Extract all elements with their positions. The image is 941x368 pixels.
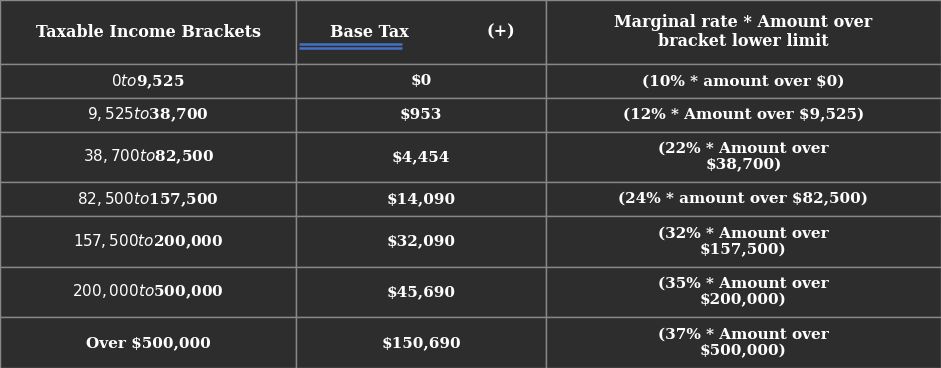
Text: (35% * Amount over
$200,000): (35% * Amount over $200,000): [658, 277, 829, 307]
Text: $0 to $9,525: $0 to $9,525: [111, 72, 185, 91]
Text: (22% * Amount over
$38,700): (22% * Amount over $38,700): [658, 142, 829, 172]
Bar: [546, 0, 941, 64]
Text: Taxable Income Brackets: Taxable Income Brackets: [36, 24, 261, 41]
Text: $45,690: $45,690: [387, 285, 455, 299]
Bar: [546, 267, 941, 317]
Text: $32,090: $32,090: [387, 234, 455, 248]
Text: $150,690: $150,690: [381, 336, 461, 350]
Text: $82,500 to $157,500: $82,500 to $157,500: [77, 190, 219, 209]
Text: Marginal rate * Amount over
bracket lower limit: Marginal rate * Amount over bracket lowe…: [614, 14, 872, 50]
Text: Over $500,000: Over $500,000: [86, 336, 211, 350]
Bar: [0, 64, 296, 98]
Text: $14,090: $14,090: [387, 192, 455, 206]
Bar: [0, 132, 296, 183]
Bar: [0, 98, 296, 132]
Bar: [0, 317, 296, 368]
Bar: [296, 317, 546, 368]
Bar: [546, 64, 941, 98]
Bar: [296, 267, 546, 317]
Text: (+): (+): [486, 24, 516, 41]
Bar: [296, 183, 546, 216]
Text: $953: $953: [400, 108, 442, 122]
Text: (12% * Amount over $9,525): (12% * Amount over $9,525): [623, 108, 864, 122]
Bar: [0, 267, 296, 317]
Text: (10% * amount over $0): (10% * amount over $0): [642, 74, 845, 88]
Text: Base Tax: Base Tax: [330, 24, 408, 41]
Bar: [0, 183, 296, 216]
Bar: [546, 317, 941, 368]
Text: (24% * amount over $82,500): (24% * amount over $82,500): [618, 192, 869, 206]
Bar: [296, 216, 546, 267]
Bar: [296, 98, 546, 132]
Text: $9,525 to $38,700: $9,525 to $38,700: [88, 106, 209, 124]
Bar: [546, 132, 941, 183]
Text: $4,454: $4,454: [391, 150, 451, 164]
Bar: [296, 64, 546, 98]
Text: $0: $0: [410, 74, 432, 88]
Text: $200,000 to $500,000: $200,000 to $500,000: [72, 283, 224, 301]
Bar: [0, 0, 296, 64]
Text: (32% * Amount over
$157,500): (32% * Amount over $157,500): [658, 226, 829, 257]
Bar: [546, 216, 941, 267]
Text: (37% * Amount over
$500,000): (37% * Amount over $500,000): [658, 328, 829, 358]
Bar: [0, 216, 296, 267]
Bar: [296, 132, 546, 183]
Bar: [546, 98, 941, 132]
Bar: [296, 0, 546, 64]
Text: $38,700 to $82,500: $38,700 to $82,500: [83, 148, 214, 166]
Bar: [546, 183, 941, 216]
Text: $157,500 to $200,000: $157,500 to $200,000: [73, 232, 223, 251]
